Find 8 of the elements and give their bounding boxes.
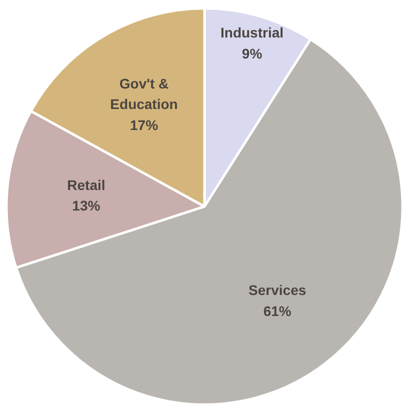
slice-label: Services xyxy=(248,282,306,298)
slice-label: Industrial xyxy=(220,24,284,41)
data-label: 17% xyxy=(130,116,159,133)
slice-label: Gov't & Education xyxy=(110,75,178,112)
data-label: 13% xyxy=(72,198,101,214)
data-label: 9% xyxy=(242,45,263,62)
slice-label: Retail xyxy=(67,176,106,193)
data-label: 61% xyxy=(263,302,292,319)
